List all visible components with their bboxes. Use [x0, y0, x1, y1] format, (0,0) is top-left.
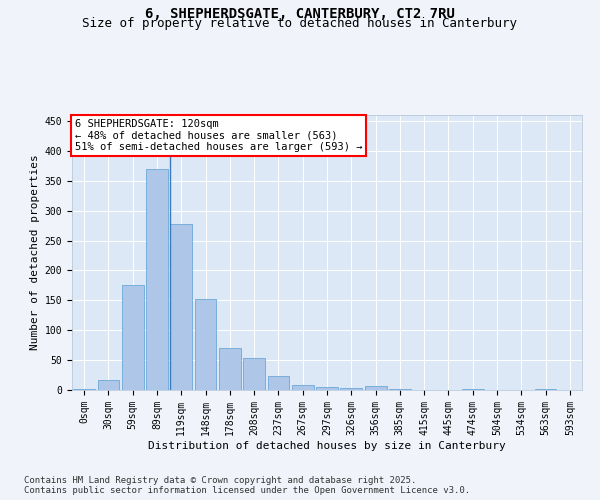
Text: Size of property relative to detached houses in Canterbury: Size of property relative to detached ho…	[83, 18, 517, 30]
Bar	[268, 376, 289, 390]
X-axis label: Distribution of detached houses by size in Canterbury: Distribution of detached houses by size …	[148, 440, 506, 450]
Text: 6 SHEPHERDSGATE: 120sqm
← 48% of detached houses are smaller (563)
51% of semi-d: 6 SHEPHERDSGATE: 120sqm ← 48% of detache…	[74, 119, 362, 152]
Y-axis label: Number of detached properties: Number of detached properties	[31, 154, 40, 350]
Bar	[389, 389, 411, 390]
Bar	[146, 169, 168, 390]
Bar	[292, 385, 314, 390]
Bar	[365, 386, 386, 390]
Bar	[122, 286, 143, 390]
Bar	[219, 348, 241, 390]
Bar	[340, 388, 362, 390]
Bar	[97, 380, 119, 390]
Bar	[194, 299, 217, 390]
Text: 6, SHEPHERDSGATE, CANTERBURY, CT2 7RU: 6, SHEPHERDSGATE, CANTERBURY, CT2 7RU	[145, 8, 455, 22]
Bar	[243, 358, 265, 390]
Bar	[170, 224, 192, 390]
Bar	[73, 389, 95, 390]
Bar	[535, 389, 556, 390]
Bar	[316, 387, 338, 390]
Text: Contains HM Land Registry data © Crown copyright and database right 2025.
Contai: Contains HM Land Registry data © Crown c…	[24, 476, 470, 495]
